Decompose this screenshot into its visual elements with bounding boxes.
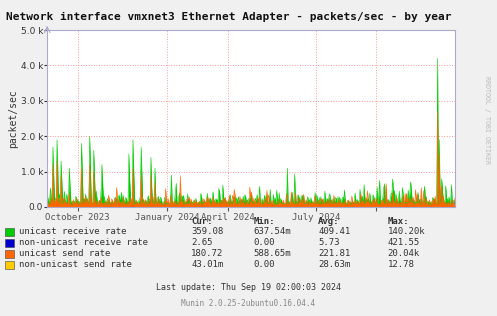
Y-axis label: packet/sec: packet/sec (8, 89, 18, 148)
Text: non-unicast receive rate: non-unicast receive rate (19, 238, 148, 247)
Text: 0.00: 0.00 (253, 260, 275, 269)
Text: 20.04k: 20.04k (388, 249, 420, 258)
Text: Last update: Thu Sep 19 02:00:03 2024: Last update: Thu Sep 19 02:00:03 2024 (156, 283, 341, 292)
Text: 637.54m: 637.54m (253, 227, 291, 236)
Text: 221.81: 221.81 (318, 249, 350, 258)
Text: 12.78: 12.78 (388, 260, 414, 269)
Text: Min:: Min: (253, 217, 275, 226)
Text: 409.41: 409.41 (318, 227, 350, 236)
Text: 28.63m: 28.63m (318, 260, 350, 269)
Text: 588.65m: 588.65m (253, 249, 291, 258)
Text: RRDTOOL / TOBI OETIKER: RRDTOOL / TOBI OETIKER (484, 76, 490, 164)
Text: Network interface vmxnet3 Ethernet Adapter - packets/sec - by year: Network interface vmxnet3 Ethernet Adapt… (6, 12, 451, 22)
Text: 43.01m: 43.01m (191, 260, 224, 269)
Text: unicast receive rate: unicast receive rate (19, 227, 126, 236)
Text: 2.65: 2.65 (191, 238, 213, 247)
Text: 0.00: 0.00 (253, 238, 275, 247)
Text: 421.55: 421.55 (388, 238, 420, 247)
Text: 359.08: 359.08 (191, 227, 224, 236)
Text: 180.72: 180.72 (191, 249, 224, 258)
Text: 5.73: 5.73 (318, 238, 339, 247)
Text: Avg:: Avg: (318, 217, 339, 226)
Text: unicast send rate: unicast send rate (19, 249, 110, 258)
Text: Munin 2.0.25-2ubuntu0.16.04.4: Munin 2.0.25-2ubuntu0.16.04.4 (181, 299, 316, 308)
Text: Cur:: Cur: (191, 217, 213, 226)
Text: Max:: Max: (388, 217, 409, 226)
Text: 140.20k: 140.20k (388, 227, 425, 236)
Text: non-unicast send rate: non-unicast send rate (19, 260, 132, 269)
